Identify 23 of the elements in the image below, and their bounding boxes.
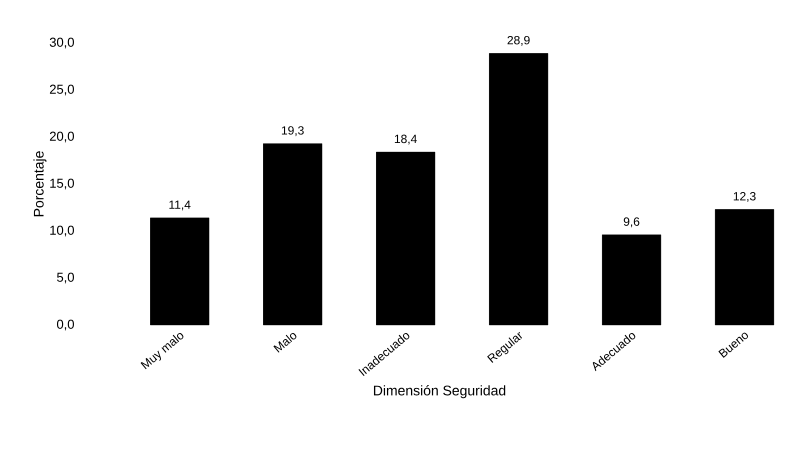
y-tick-label: 5,0 [56, 272, 74, 284]
y-tick-label: 20,0 [50, 132, 74, 142]
y-tick-label: 25,0 [50, 84, 74, 96]
y-tick-label: 10,0 [50, 226, 74, 236]
x-tick-label: Malo [273, 333, 296, 353]
y-tick-label: 30,0 [50, 38, 74, 48]
data-label: 11,4 [169, 200, 191, 210]
x-axis-title: Dimensión Seguridad [374, 385, 506, 398]
data-label: 19,3 [282, 126, 304, 136]
bar [150, 218, 210, 326]
data-label: 18,4 [394, 134, 417, 145]
bar [263, 143, 322, 326]
data-label: 9,6 [624, 217, 640, 228]
data-label: 28,9 [508, 36, 530, 46]
y-tick-label: 15,0 [50, 178, 74, 190]
bar [489, 53, 548, 326]
x-tick-label: Muy malo [140, 333, 184, 370]
data-label: 12,3 [734, 192, 756, 202]
bar [714, 209, 774, 326]
y-axis-title: Porcentaje [33, 151, 46, 216]
bar [602, 234, 662, 326]
y-tick-label: 0,0 [56, 320, 74, 330]
bar [376, 152, 436, 326]
